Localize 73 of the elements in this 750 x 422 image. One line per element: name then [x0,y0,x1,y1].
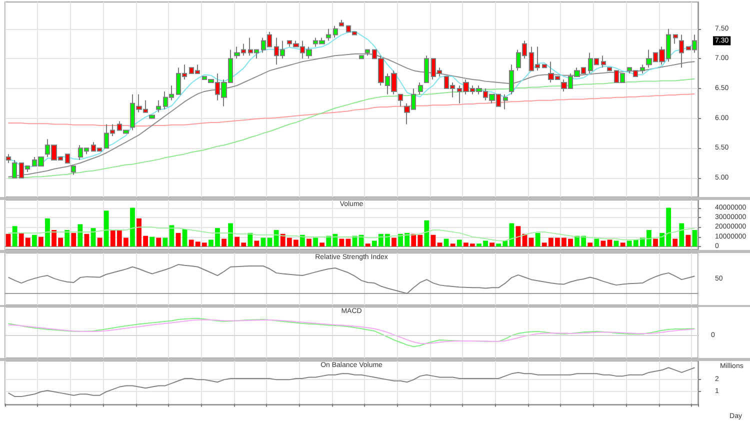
candlestick [424,55,429,84]
line-series [8,78,696,178]
bar [686,234,691,246]
candlestick [365,49,370,56]
candlestick [6,154,11,164]
bar [620,242,626,246]
bar [430,234,436,246]
bar [176,232,181,246]
candlestick [398,94,403,107]
bar [12,226,18,246]
bar [130,208,135,246]
candlestick [12,160,17,178]
bar [588,242,593,246]
candlestick [418,82,423,95]
bar [594,238,600,246]
bar [156,238,162,246]
bar [392,238,396,246]
bar [456,240,462,246]
bar [300,234,305,246]
candlestick [601,55,606,68]
bar [274,230,279,246]
bar [38,236,44,246]
candlestick [339,19,344,26]
line-series [8,53,696,178]
bar [228,223,234,246]
bar [358,234,364,246]
bar [45,218,50,246]
bar [32,234,37,246]
candlestick [71,165,76,176]
bar [71,232,76,246]
bar [672,238,678,246]
bar [64,230,70,246]
candlestick [503,94,508,110]
candlestick [679,34,684,68]
bar [450,244,456,246]
bar [339,238,344,246]
candlestick [65,154,70,164]
bar [535,232,540,246]
bar [614,240,619,246]
candlestick [156,100,161,113]
line-series [8,226,696,242]
bar [162,238,168,246]
bar [313,238,318,246]
bar [222,238,226,246]
candlestick [509,64,514,95]
bar [692,230,698,246]
bar [104,210,109,246]
bar [437,242,442,246]
line-series [8,93,696,127]
bar [78,224,83,246]
bar [600,240,606,246]
candlestick [607,67,612,72]
bar [365,244,370,246]
bar [653,238,658,246]
bar [490,242,495,246]
bar [424,220,430,246]
candlestick [359,55,364,60]
bar [306,238,312,246]
candlestick [673,34,678,44]
bar [254,240,260,246]
bar [320,242,325,246]
bar [607,240,612,246]
bar [6,234,11,246]
candlestick [333,25,338,38]
candlestick [149,114,155,119]
candlestick [326,28,331,42]
candlestick [640,64,645,74]
candlestick [542,64,547,68]
bar [84,234,90,246]
bar [248,232,253,246]
bar [150,236,155,246]
line-series [8,367,696,398]
bar [679,223,684,246]
